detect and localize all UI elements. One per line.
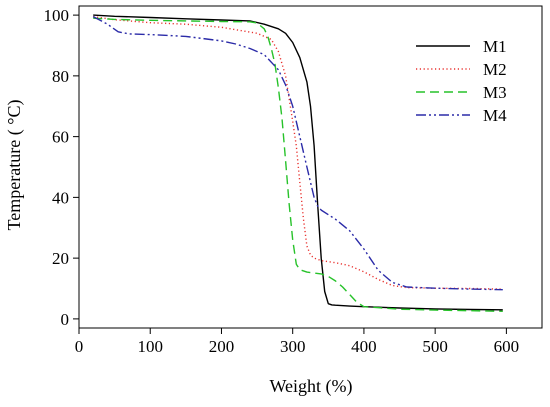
- y-tick-label: 0: [61, 310, 70, 329]
- series-line-m1: [93, 14, 503, 311]
- legend-label-m4: M4: [483, 106, 507, 125]
- y-tick-label: 40: [52, 188, 69, 207]
- series-line-m2: [93, 15, 503, 290]
- x-axis-ticks: 0 100 200 300 400 500 600: [75, 328, 519, 356]
- y-axis-ticks: 0 20 40 60 80 100: [44, 6, 79, 329]
- x-tick-label: 0: [75, 337, 84, 356]
- y-axis-title: Temperature ( °C): [4, 100, 25, 231]
- legend: M1 M2 M3 M4: [416, 37, 507, 125]
- x-tick-label: 300: [280, 337, 306, 356]
- y-tick-label: 20: [52, 249, 69, 268]
- y-tick-label: 60: [52, 128, 69, 147]
- x-tick-label: 500: [422, 337, 448, 356]
- plot-frame: [78, 5, 543, 329]
- x-tick-label: 100: [137, 337, 163, 356]
- series-line-m3: [93, 17, 503, 312]
- series-line-m4: [92, 15, 503, 291]
- x-tick-label: 400: [351, 337, 377, 356]
- y-tick-label: 80: [52, 67, 69, 86]
- legend-label-m1: M1: [483, 37, 507, 56]
- x-tick-label: 200: [209, 337, 235, 356]
- x-tick-label: 600: [494, 337, 520, 356]
- legend-label-m3: M3: [483, 83, 507, 102]
- series-layer: [92, 14, 503, 312]
- y-tick-label: 100: [44, 6, 70, 25]
- legend-label-m2: M2: [483, 60, 507, 79]
- x-axis-title: Weight (%): [269, 376, 352, 397]
